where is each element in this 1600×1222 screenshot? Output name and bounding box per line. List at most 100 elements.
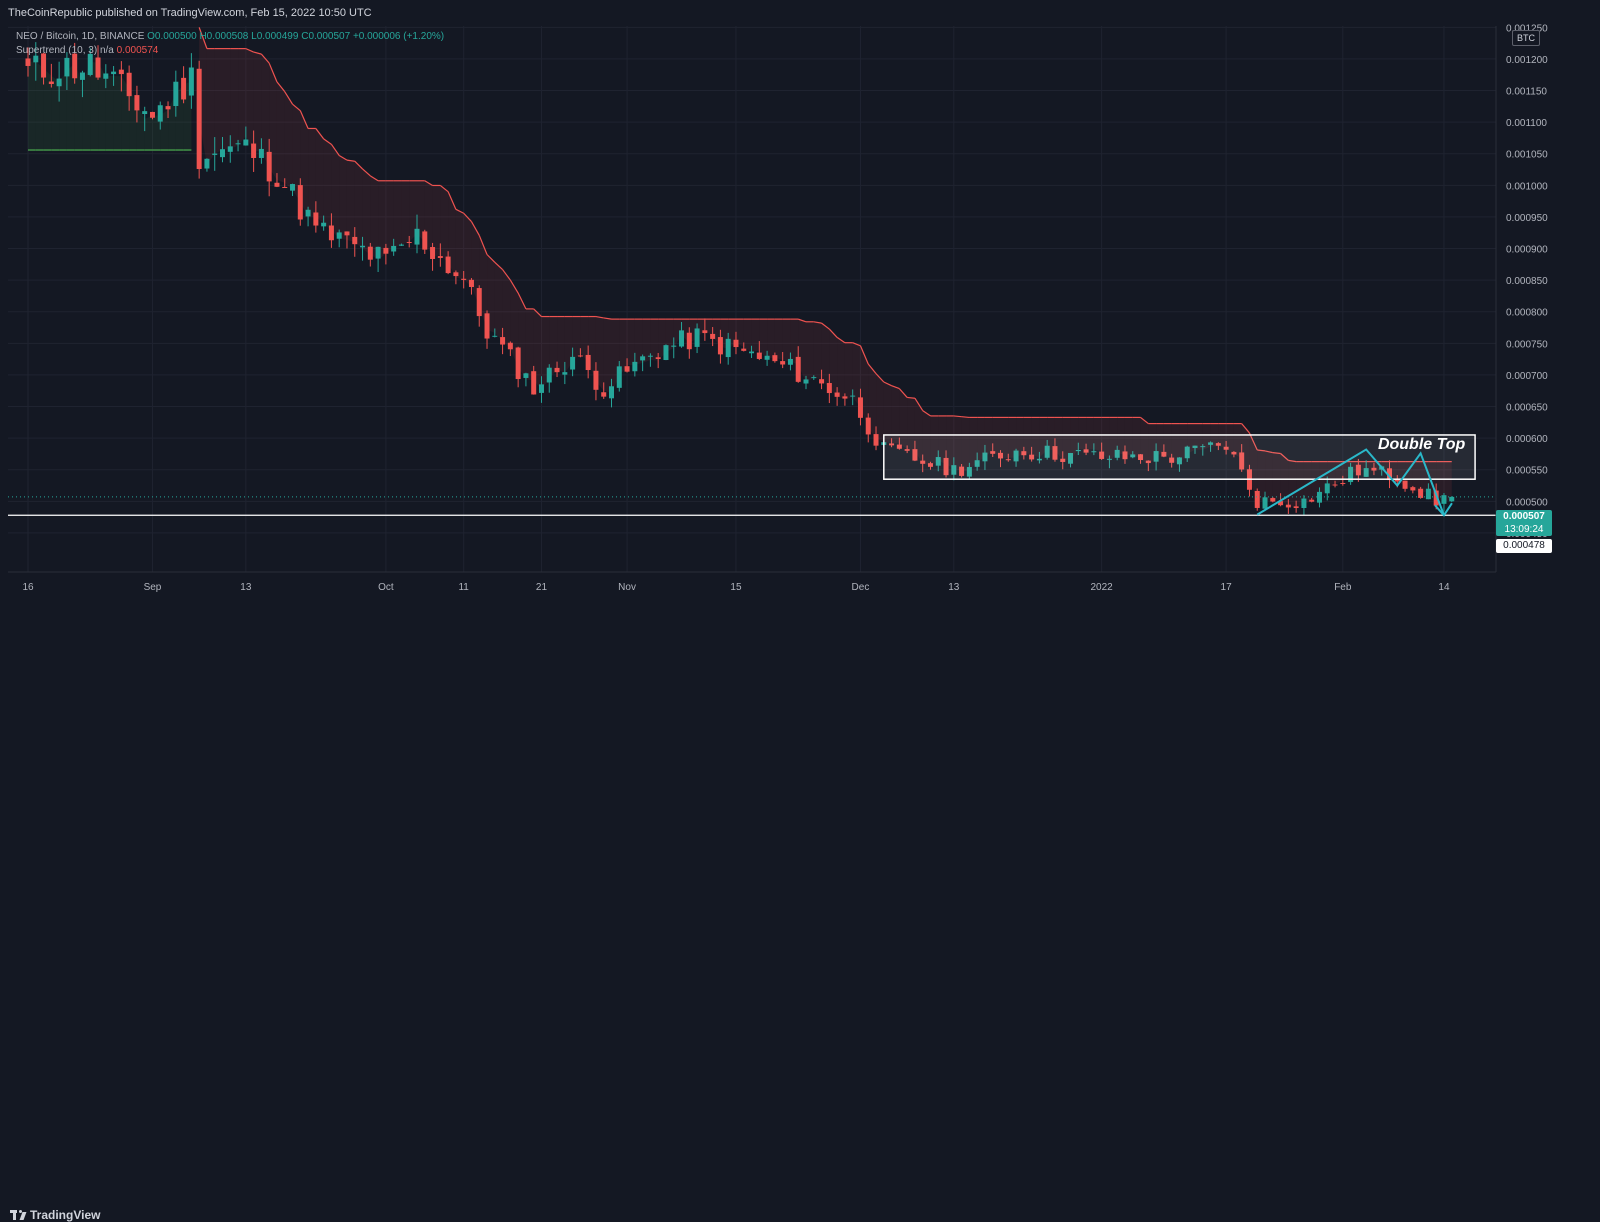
candle-body	[383, 247, 389, 254]
candle-body	[41, 53, 47, 78]
candle-body	[523, 373, 529, 378]
candle-body	[313, 212, 319, 226]
supertrend-fill-down	[238, 48, 246, 146]
candle	[118, 61, 124, 92]
supertrend-fill-down	[580, 316, 589, 362]
supertrend-fill-down	[487, 254, 495, 333]
supertrend-fill-down	[276, 81, 285, 183]
candle-body	[1231, 451, 1237, 455]
candle	[1145, 460, 1151, 472]
candle	[1309, 497, 1315, 503]
supertrend-fill-down	[1086, 417, 1094, 450]
candle	[585, 345, 591, 379]
candle-body	[624, 366, 630, 372]
candle-body	[710, 333, 716, 339]
candle-body	[48, 81, 54, 85]
candle	[500, 327, 506, 355]
candle-body	[616, 366, 622, 388]
candle	[795, 346, 801, 383]
supertrend-line-down	[961, 416, 970, 419]
supertrend-fill-down	[1171, 423, 1180, 465]
candle	[671, 337, 677, 359]
supertrend-fill-down	[642, 319, 651, 363]
candle	[1387, 460, 1392, 489]
candle-body	[554, 367, 560, 373]
candle-body	[935, 457, 941, 466]
supertrend-line-down	[486, 254, 496, 263]
legend-change: +0.000006 (+1.20%)	[352, 31, 445, 42]
tradingview-logo[interactable]: TradingView	[10, 1208, 100, 1222]
candle	[904, 445, 910, 454]
time-tick-label: 13	[240, 582, 252, 593]
supertrend-line-down	[253, 51, 262, 55]
supertrend-line-down	[821, 322, 830, 330]
price-tick-label: 0.000550	[1506, 466, 1548, 477]
supertrend-line-down	[852, 342, 861, 347]
candle-body	[1145, 460, 1151, 463]
candle-body	[1122, 451, 1128, 460]
candle-body	[352, 236, 358, 245]
supertrend-fill-down	[1226, 423, 1234, 455]
supertrend-line-down	[330, 143, 340, 156]
candle	[1091, 443, 1097, 456]
candle	[344, 231, 350, 249]
candle-body	[1270, 498, 1276, 502]
price-tick-label: 0.001200	[1506, 55, 1548, 66]
supertrend-fill-up	[35, 61, 44, 151]
legend-symbol[interactable]: NEO / Bitcoin, 1D, BINANCE	[16, 31, 145, 42]
supertrend-fill-down	[339, 155, 347, 240]
supertrend-fill-down	[1016, 417, 1024, 458]
supertrend-fill-down	[432, 185, 441, 257]
supertrend-fill-down	[1257, 450, 1266, 502]
candle	[616, 360, 622, 392]
range-box	[883, 434, 1476, 480]
candle	[1130, 451, 1136, 459]
candle-body	[492, 335, 498, 337]
candle-body	[1371, 467, 1377, 471]
candle-body	[64, 57, 70, 77]
candle	[1068, 452, 1074, 468]
supertrend-fill-down	[665, 319, 674, 353]
candle	[1270, 497, 1276, 503]
legend-indicator-name[interactable]: Supertrend (10, 3)	[16, 45, 98, 56]
candle	[41, 52, 47, 85]
candle	[251, 130, 257, 172]
supertrend-line-down	[439, 184, 449, 193]
price-chart[interactable]: 0.001250 0.001200 0.001150 0.001100 0.001050…	[0, 0, 1600, 644]
candle-body	[1099, 451, 1105, 459]
candle	[430, 242, 436, 271]
supertrend-fill-up	[82, 62, 91, 151]
candle-body	[943, 457, 949, 476]
candle	[352, 227, 358, 257]
candle-body	[165, 106, 171, 110]
supertrend-line-down	[284, 91, 294, 105]
supertrend-fill-down	[938, 415, 947, 464]
candle	[632, 352, 638, 377]
time-tick-label: 14	[1438, 582, 1450, 593]
candle-body	[328, 225, 334, 241]
supertrend-line-down	[907, 396, 915, 399]
candle	[935, 450, 941, 472]
candle	[1402, 480, 1408, 492]
candle-body	[756, 352, 762, 359]
supertrend-line-down	[354, 160, 363, 170]
supertrend-line-down	[1280, 453, 1289, 461]
candle	[857, 388, 863, 426]
candle-body	[927, 463, 933, 467]
supertrend-line-down	[369, 175, 379, 182]
last-price: 0.000507	[1503, 511, 1545, 522]
candle	[515, 346, 521, 388]
candle	[1044, 439, 1050, 460]
candle	[1324, 476, 1330, 501]
supertrend-fill-up	[144, 115, 153, 151]
price-tick-label: 0.000900	[1506, 245, 1548, 256]
candle	[710, 327, 716, 347]
candle-body	[764, 355, 770, 360]
candle-body	[515, 347, 521, 380]
currency-label[interactable]: BTC	[1512, 30, 1540, 46]
candle-body	[204, 158, 210, 169]
candle	[850, 389, 856, 406]
candle	[196, 60, 202, 179]
candle	[920, 454, 926, 473]
candle-body	[593, 370, 599, 390]
